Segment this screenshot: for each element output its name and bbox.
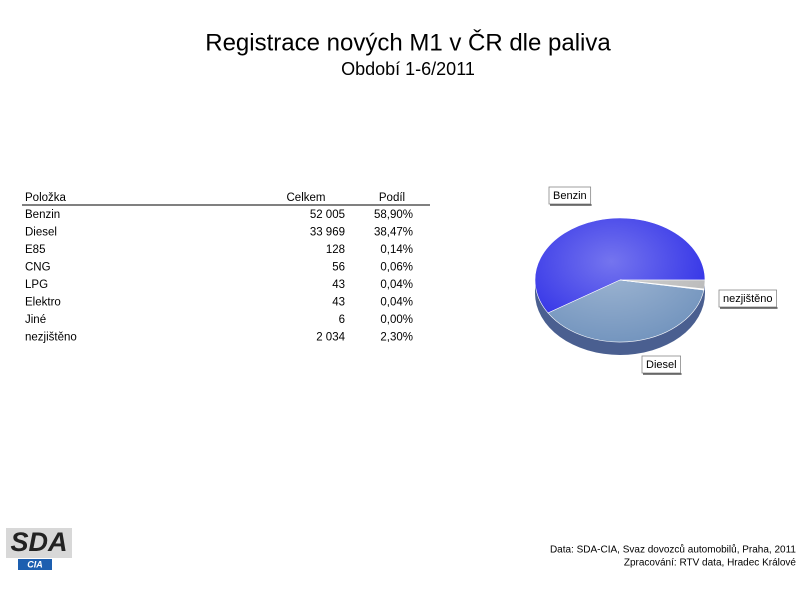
slice-label: Diesel (646, 359, 677, 371)
logo-band (18, 559, 52, 570)
logo-text: SDA (10, 527, 67, 557)
table-cell: 38,47% (374, 227, 413, 239)
label-box (548, 186, 592, 205)
logo-sub: CIA (27, 559, 43, 569)
column-header: Podíl (379, 192, 405, 204)
table-cell: nezjištěno (25, 332, 77, 344)
table-cell: 0,00% (380, 314, 413, 326)
logo: SDA CIA (6, 527, 72, 570)
table-cell: 58,90% (374, 209, 413, 221)
table-cell: 52 005 (310, 209, 345, 221)
table-cell: Jiné (25, 314, 46, 326)
title: Registrace nových M1 v ČR dle paliva (205, 28, 611, 56)
table-cell: 128 (326, 244, 345, 256)
table-cell: 43 (332, 297, 345, 309)
table-cell: 0,14% (380, 244, 413, 256)
slice-label: nezjištěno (723, 293, 773, 305)
logo-box (6, 528, 72, 558)
table-cell: 2,30% (380, 332, 413, 344)
table-cell: 0,04% (380, 279, 413, 291)
column-header: Celkem (287, 192, 326, 204)
subtitle: Období 1-6/2011 (341, 59, 475, 79)
table-cell: 2 034 (316, 332, 345, 344)
table-cell: E85 (25, 244, 45, 256)
table-cell: 33 969 (310, 227, 345, 239)
table-cell: CNG (25, 262, 51, 274)
table-cell: LPG (25, 279, 48, 291)
label-box (641, 355, 681, 374)
table-cell: 0,06% (380, 262, 413, 274)
column-header: Položka (25, 192, 67, 204)
table-cell: 43 (332, 279, 345, 291)
source: Data: SDA-CIA, Svaz dovozců automobilů, … (550, 544, 796, 556)
label-box (718, 289, 777, 308)
table: Položka Celkem Podíl Benzin 52 005 58,90% Dies… (22, 192, 430, 344)
table-cell: 56 (332, 262, 345, 274)
table-cell: Diesel (25, 227, 57, 239)
table-cell: 6 (339, 314, 345, 326)
table-cell: Elektro (25, 297, 61, 309)
processing: Zpracování: RTV data, Hradec Králové (624, 558, 797, 569)
slice-label: Benzin (553, 190, 587, 202)
table-cell: Benzin (25, 209, 60, 221)
table-cell: 0,04% (380, 297, 413, 309)
